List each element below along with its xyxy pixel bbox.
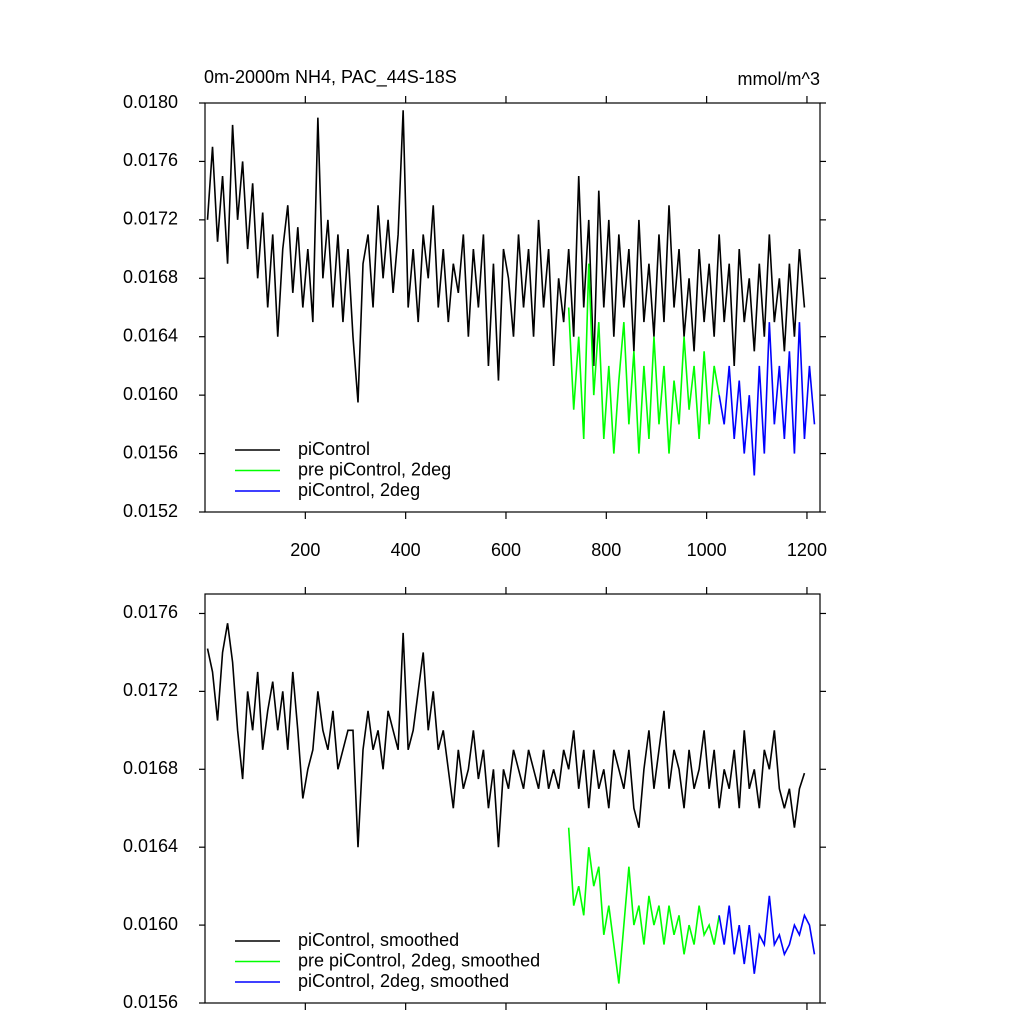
x-tick-label: 600 xyxy=(491,540,521,560)
legend-label: piControl, 2deg, smoothed xyxy=(298,971,509,991)
y-tick-label: 0.0160 xyxy=(123,914,178,934)
y-tick-label: 0.0152 xyxy=(123,501,178,521)
units-label: mmol/m^3 xyxy=(738,69,820,89)
legend-label: pre piControl, 2deg, smoothed xyxy=(298,950,540,970)
chart-title: 0m-2000m NH4, PAC_44S-18S xyxy=(204,67,457,88)
legend-label: piControl, 2deg xyxy=(298,480,420,500)
y-tick-label: 0.0156 xyxy=(123,442,178,462)
x-tick-label: 1000 xyxy=(687,540,727,560)
y-tick-label: 0.0172 xyxy=(123,680,178,700)
y-tick-label: 0.0164 xyxy=(123,325,178,345)
legend-label: piControl, smoothed xyxy=(298,930,459,950)
legend-label: piControl xyxy=(298,439,370,459)
y-tick-label: 0.0168 xyxy=(123,267,178,287)
plot-frame xyxy=(204,102,821,513)
series-line xyxy=(206,110,806,403)
y-tick-label: 0.0176 xyxy=(123,602,178,622)
x-tick-label: 400 xyxy=(391,540,421,560)
y-tick-label: 0.0160 xyxy=(123,384,178,404)
series-line xyxy=(206,623,806,848)
x-tick-label: 200 xyxy=(290,540,320,560)
y-tick-label: 0.0156 xyxy=(123,992,178,1012)
series-line xyxy=(567,263,720,454)
y-tick-label: 0.0176 xyxy=(123,150,178,170)
series-line xyxy=(718,895,816,974)
x-tick-label: 1200 xyxy=(787,540,827,560)
plot-frame xyxy=(204,593,821,1004)
legend-label: pre piControl, 2deg xyxy=(298,459,451,479)
y-tick-label: 0.0172 xyxy=(123,209,178,229)
series-line xyxy=(718,322,816,476)
series-line xyxy=(567,827,720,984)
x-tick-label: 800 xyxy=(591,540,621,560)
y-tick-label: 0.0168 xyxy=(123,758,178,778)
y-tick-label: 0.0164 xyxy=(123,836,178,856)
y-tick-label: 0.0180 xyxy=(123,92,178,112)
